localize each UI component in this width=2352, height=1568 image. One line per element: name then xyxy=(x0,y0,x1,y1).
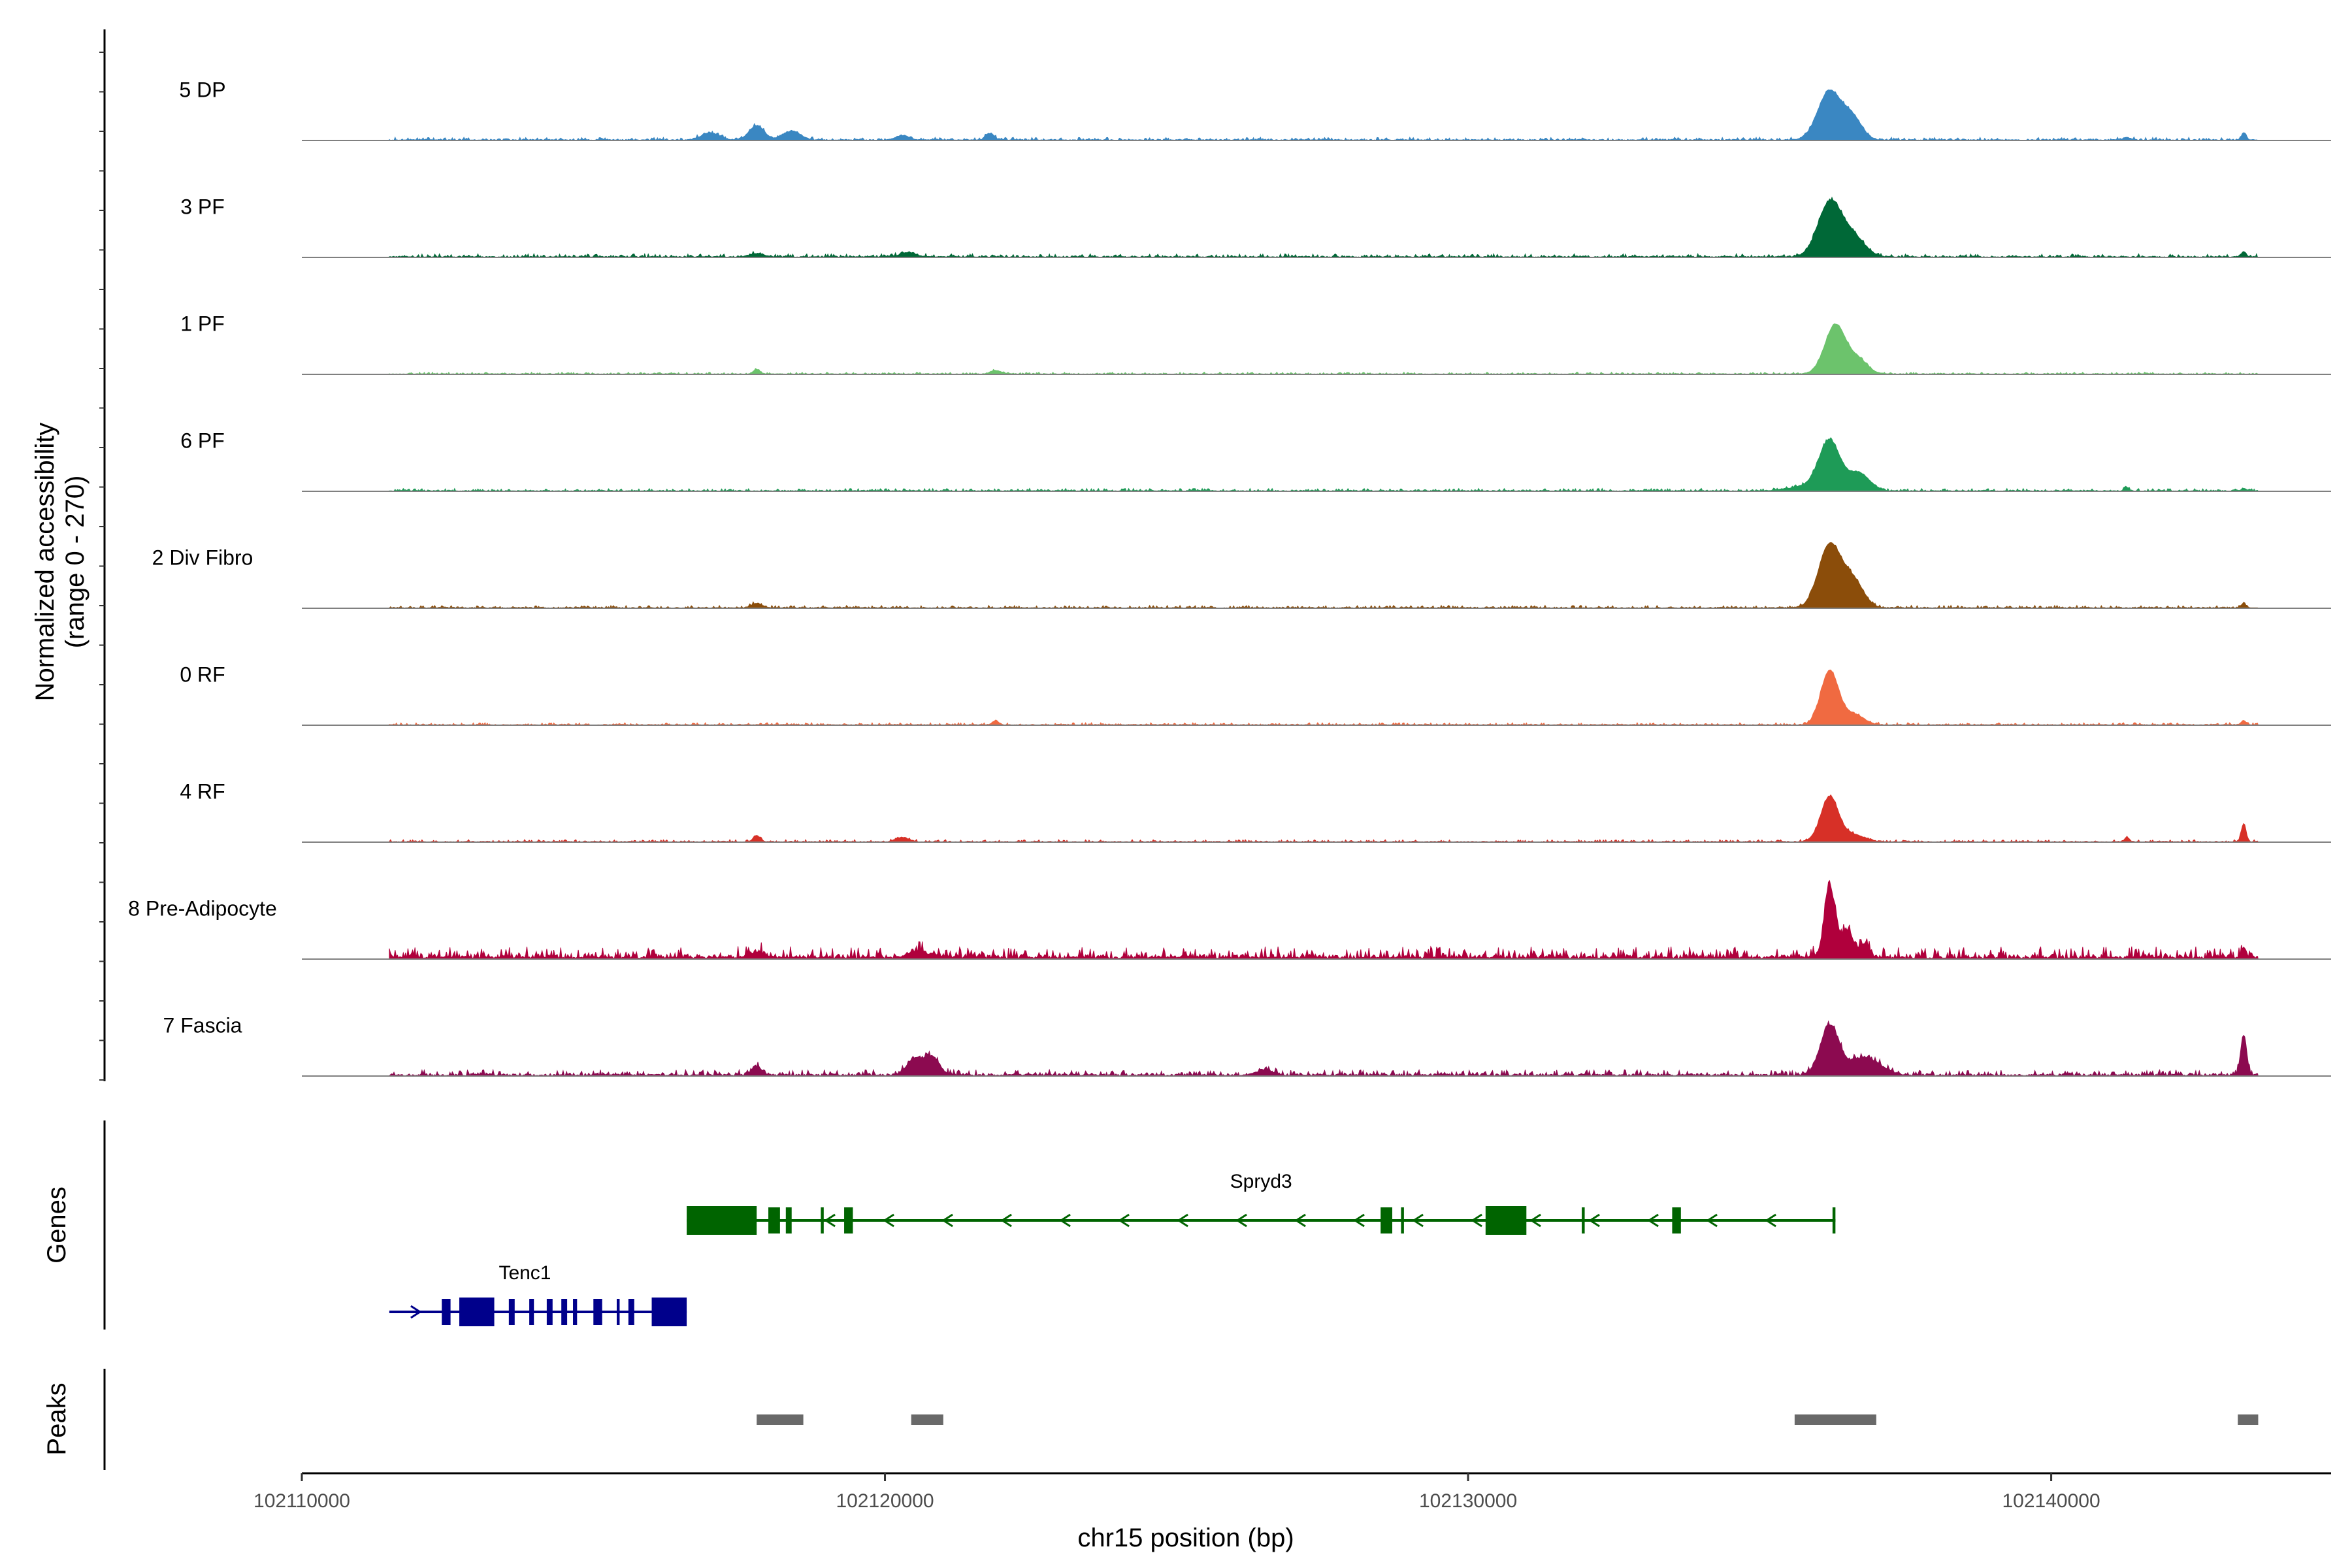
track-label: 1 PF xyxy=(180,312,225,335)
gene-exon xyxy=(546,1299,553,1325)
coverage-area xyxy=(389,437,2259,492)
strand-chevron xyxy=(1000,1213,1012,1228)
gene-exon xyxy=(651,1298,687,1326)
peak-track xyxy=(757,1414,2259,1425)
gene-exon xyxy=(459,1298,495,1326)
strand-chevron xyxy=(1412,1213,1424,1228)
track-5: 2 Div Fibro xyxy=(152,542,2331,609)
peak-region xyxy=(911,1414,943,1425)
gene-exon xyxy=(593,1299,602,1325)
track-2: 3 PF xyxy=(180,195,2331,259)
strand-chevron xyxy=(1177,1213,1188,1228)
strand-chevron xyxy=(1471,1213,1482,1228)
coverage-area xyxy=(389,542,2259,609)
gene-label: Tenc1 xyxy=(498,1262,551,1284)
track-label: 7 Fascia xyxy=(163,1013,242,1037)
gene-exon xyxy=(628,1299,634,1325)
gene-exon xyxy=(561,1299,568,1325)
gene-tenc1: Tenc1 xyxy=(389,1262,687,1326)
coverage-area xyxy=(389,323,2259,375)
coverage-area xyxy=(389,196,2259,259)
track-label: 8 Pre-Adipocyte xyxy=(128,896,277,920)
peak-region xyxy=(1794,1414,1876,1425)
strand-chevron xyxy=(1059,1213,1071,1228)
strand-chevron xyxy=(1294,1213,1306,1228)
track-label: 6 PF xyxy=(180,429,225,452)
gene-exon xyxy=(1401,1207,1404,1233)
coverage-area xyxy=(389,879,2259,960)
gene-exon xyxy=(1485,1206,1527,1235)
track-label: 0 RF xyxy=(180,662,225,686)
coverage-area xyxy=(389,1020,2259,1077)
track-8: 8 Pre-Adipocyte xyxy=(128,879,2331,960)
strand-chevron xyxy=(941,1213,953,1228)
track-3: 1 PF xyxy=(180,312,2331,375)
gene-exon xyxy=(687,1206,757,1235)
gene-spryd3: Spryd3 xyxy=(687,1171,1836,1235)
strand-chevron xyxy=(1235,1213,1247,1228)
track-label: 5 DP xyxy=(179,78,225,101)
gene-exon xyxy=(616,1299,620,1325)
strand-chevron xyxy=(1529,1213,1541,1228)
gene-exon xyxy=(1832,1207,1836,1233)
track-6: 0 RF xyxy=(180,662,2331,726)
gene-exon xyxy=(442,1299,451,1325)
strand-chevron xyxy=(824,1213,836,1228)
gene-exon xyxy=(785,1207,792,1233)
strand-chevron xyxy=(1588,1213,1600,1228)
gene-exon xyxy=(573,1299,578,1325)
track-label: 4 RF xyxy=(180,779,225,803)
track-1: 5 DP xyxy=(179,78,2331,141)
gene-exon xyxy=(1672,1207,1681,1233)
x-tick-label: 102140000 xyxy=(2002,1490,2100,1512)
x-tick-label: 102110000 xyxy=(253,1490,350,1512)
peaks-axis-title: Peaks xyxy=(42,1382,71,1455)
gene-label: Spryd3 xyxy=(1230,1171,1292,1192)
gene-track: Spryd3 Tenc1 xyxy=(389,1171,1836,1326)
gene-exon xyxy=(844,1207,853,1233)
axes: Normalized accessibility(range 0 - 270) G… xyxy=(31,29,2331,1552)
track-7: 4 RF xyxy=(180,779,2331,843)
gene-exon xyxy=(529,1299,534,1325)
strand-chevron xyxy=(1647,1213,1659,1228)
x-axis-title: chr15 position (bp) xyxy=(1077,1524,1294,1552)
track-4: 6 PF xyxy=(180,429,2331,492)
peak-region xyxy=(757,1414,804,1425)
genes-axis-title: Genes xyxy=(42,1186,71,1264)
track-label: 2 Div Fibro xyxy=(152,546,253,569)
x-tick-label: 102130000 xyxy=(1419,1490,1517,1512)
gene-exon xyxy=(821,1207,824,1233)
coverage-area xyxy=(389,89,2260,141)
coverage-area xyxy=(389,794,2259,843)
strand-chevron xyxy=(1765,1213,1776,1228)
gene-exon xyxy=(768,1207,780,1233)
strand-chevron xyxy=(1706,1213,1718,1228)
coverage-tracks: 5 DP 3 PF 1 PF 6 PF 2 Div Fibro 0 RF 4 RF 8 Pre… xyxy=(128,78,2331,1077)
peak-region xyxy=(2238,1414,2259,1425)
track-9: 7 Fascia xyxy=(163,1013,2331,1077)
x-tick-label: 102120000 xyxy=(836,1490,934,1512)
gene-exon xyxy=(508,1299,515,1325)
strand-chevron xyxy=(883,1213,894,1228)
strand-chevron xyxy=(410,1305,422,1319)
track-label: 3 PF xyxy=(180,195,225,218)
coverage-area xyxy=(389,669,2259,726)
gene-exon xyxy=(1380,1207,1393,1233)
gene-exon xyxy=(1582,1207,1585,1233)
strand-chevron xyxy=(1118,1213,1130,1228)
strand-chevron xyxy=(1353,1213,1365,1228)
y-axis-title: Normalized accessibility(range 0 - 270) xyxy=(31,423,90,702)
